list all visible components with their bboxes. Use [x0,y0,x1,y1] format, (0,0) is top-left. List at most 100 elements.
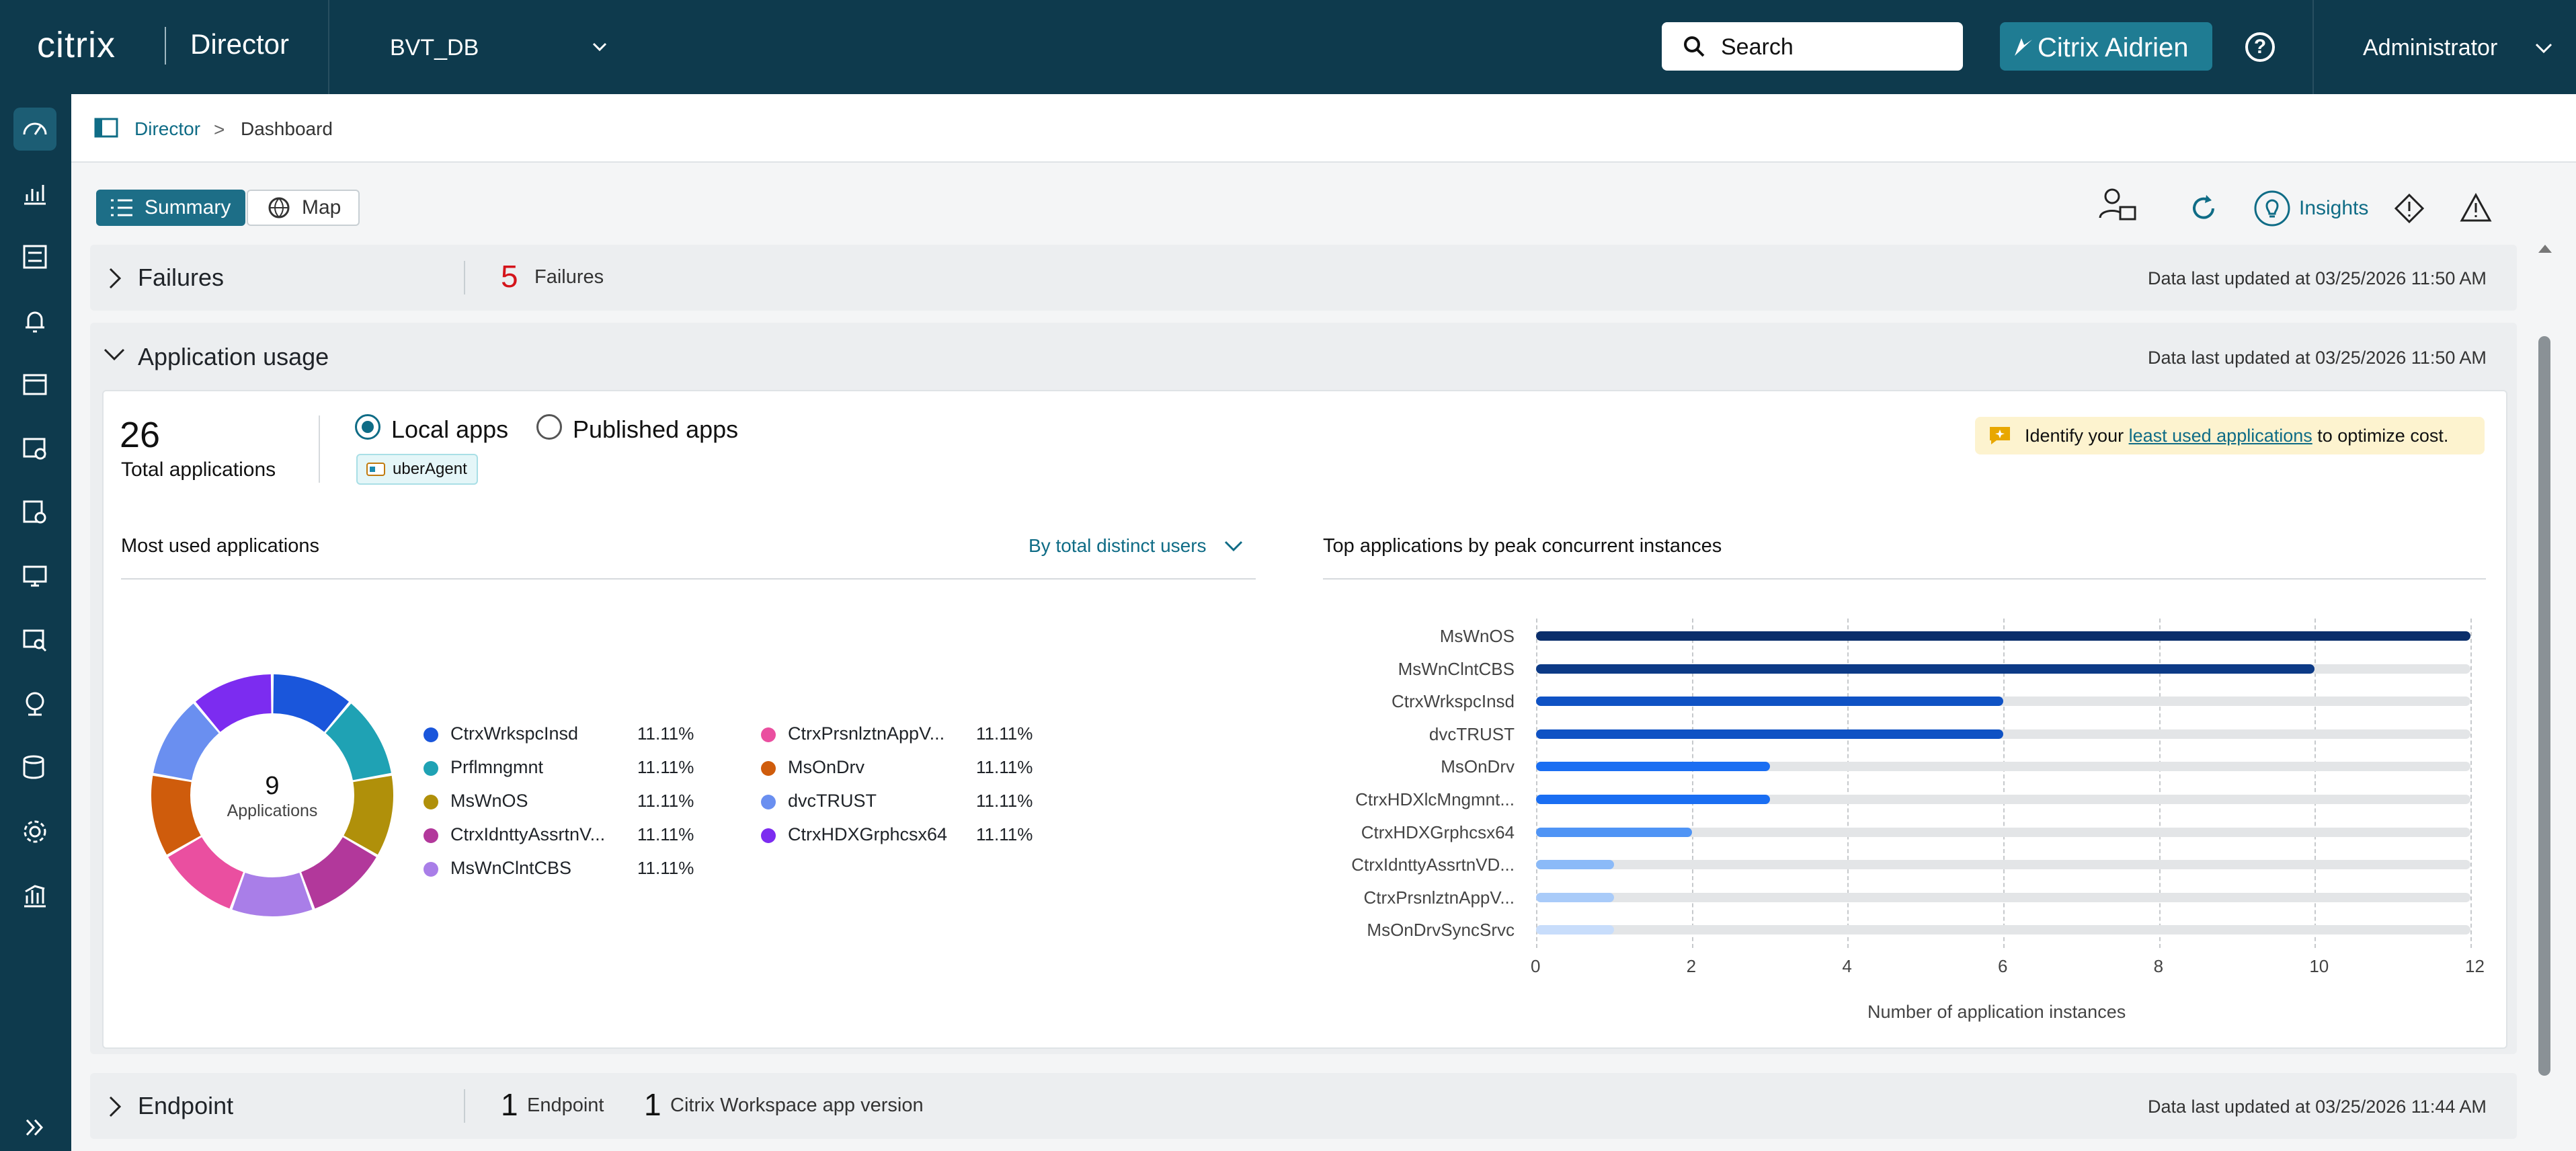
bar[interactable] [1536,664,2315,674]
grid-line [1691,619,1693,948]
search-button[interactable]: Search [1662,22,1963,71]
least-used-applications-link[interactable]: least used applications [2128,425,2312,446]
donut-slice-3[interactable] [301,837,376,909]
map-view-button[interactable]: Map [247,190,360,226]
failures-updated: Data last updated at 03/25/2026 11:50 AM [2148,268,2487,288]
bar[interactable] [1536,762,1770,772]
scroll-up-icon[interactable] [2536,242,2554,255]
legend-item-value: 11.11% [637,723,694,744]
donut-slice-1[interactable] [325,703,391,781]
failures-count[interactable]: 5 [501,259,518,294]
bar[interactable] [1536,729,2003,739]
donut-slice-8[interactable] [195,674,272,732]
nav-network-icon[interactable] [13,682,56,725]
donut-slice-5[interactable] [168,837,243,909]
donut-center-value: 9 [265,772,280,800]
bar[interactable] [1536,892,1614,902]
bar[interactable] [1536,860,1614,870]
help-icon[interactable]: ? [2245,32,2275,62]
chevron-down-icon[interactable] [2534,42,2553,55]
expand-nav-icon[interactable] [24,1116,47,1142]
bar[interactable] [1536,697,2003,707]
summary-view-button[interactable]: Summary [96,190,245,226]
user-menu[interactable]: Administrator [2363,35,2498,61]
divider [1323,578,2486,580]
nav-cost-icon[interactable] [13,491,56,534]
nav-applications-icon[interactable] [13,363,56,406]
insights-button[interactable]: Insights [2253,188,2388,229]
least-used-tip: Identify your least used applications to… [1975,417,2485,454]
aidrien-label: Citrix Aidrien [2038,33,2189,63]
nav-trends-icon[interactable] [13,171,56,214]
legend-item-name[interactable]: MsOnDrv [788,757,864,777]
nav-database-icon[interactable] [13,746,56,789]
nav-alerts-icon[interactable] [13,299,56,342]
refresh-icon[interactable] [2189,194,2218,223]
bar-category-label: MsOnDrvSyncSrvc [1367,920,1515,941]
bar-category-label: MsWnOS [1439,626,1515,646]
endpoint-section[interactable] [90,1073,2517,1139]
chevron-down-icon[interactable] [1223,539,1244,554]
published-apps-label[interactable]: Published apps [573,415,739,443]
legend-item-name[interactable]: Prflmngmnt [450,757,544,777]
donut-slice-6[interactable] [151,775,201,855]
legend-item-name[interactable]: CtrxIdnttyAssrtnV... [450,824,606,844]
nav-filters-icon[interactable] [13,235,56,278]
citrix-aidrien-button[interactable]: Citrix Aidrien [2000,22,2212,71]
scrollbar-thumb[interactable] [2538,336,2550,1076]
donut-slice-0[interactable] [273,674,350,732]
panel-toggle-icon[interactable] [94,118,118,138]
endpoint-count[interactable]: 1 [501,1087,518,1122]
bar[interactable] [1536,925,1614,935]
bar[interactable] [1536,827,1692,837]
nav-search-icon[interactable] [13,619,56,662]
local-apps-radio[interactable] [355,414,380,440]
legend-dot [761,727,776,742]
citrix-logo[interactable]: citrix [37,25,116,65]
list-icon [111,199,132,216]
sort-by-dropdown[interactable]: By total distinct users [1029,535,1207,556]
map-label: Map [302,196,341,219]
chevron-down-icon[interactable] [102,346,126,364]
bar[interactable] [1536,631,2470,641]
insights-label: Insights [2299,197,2369,219]
failures-section[interactable] [90,245,2517,311]
x-tick-label: 2 [1686,956,1697,976]
legend-item-name[interactable]: CtrxPrsnlztnAppV... [788,723,945,744]
x-tick-label: 0 [1531,956,1541,976]
breadcrumb-director-link[interactable]: Director [134,118,201,139]
grid-line [2003,619,2005,948]
donut-slice-2[interactable] [344,775,393,855]
nav-reports-icon[interactable] [13,874,56,917]
logo-divider [165,27,166,65]
bar-category-label: MsWnClntCBS [1398,658,1515,679]
site-selector[interactable]: BVT_DB [390,35,479,61]
most-used-donut-chart[interactable] [149,672,395,918]
user-feedback-icon[interactable] [2097,186,2139,227]
nav-monitoring-icon[interactable] [13,427,56,470]
warning-triangle-icon[interactable] [2459,192,2493,223]
application-usage-title: Application usage [138,343,329,370]
local-apps-label[interactable]: Local apps [391,415,509,443]
legend-dot [424,727,438,742]
nav-settings-gear-icon[interactable] [13,810,56,853]
legend-item-name[interactable]: dvcTRUST [788,791,877,811]
bar[interactable] [1536,795,1770,804]
chevron-right-icon[interactable] [105,266,124,290]
nav-dashboard-icon[interactable] [13,108,56,151]
chevron-right-icon[interactable] [105,1095,124,1119]
published-apps-radio[interactable] [536,414,562,440]
sparkle-icon [2015,38,2032,56]
legend-item-name[interactable]: MsWnOS [450,791,528,811]
donut-slice-7[interactable] [153,703,219,781]
grid-line [2315,619,2317,948]
legend-item-name[interactable]: MsWnClntCBS [450,858,572,878]
donut-slice-4[interactable] [232,873,313,916]
legend-item-name[interactable]: CtrxWrkspcInsd [450,723,579,744]
x-tick-label: 12 [2465,956,2485,976]
workspace-version-count[interactable]: 1 [644,1087,661,1122]
diamond-alert-icon[interactable] [2393,192,2425,225]
chevron-down-icon[interactable] [592,39,608,55]
nav-sessions-icon[interactable] [13,555,56,598]
legend-item-name[interactable]: CtrxHDXGrphcsx64 [788,824,948,844]
